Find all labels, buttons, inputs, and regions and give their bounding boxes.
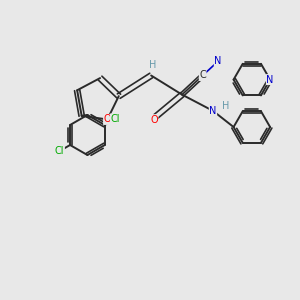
Text: N: N xyxy=(266,75,274,85)
Text: Cl: Cl xyxy=(55,146,64,156)
Text: C: C xyxy=(199,70,206,80)
Text: H: H xyxy=(222,100,229,110)
Text: O: O xyxy=(103,114,111,124)
Text: N: N xyxy=(209,106,217,116)
Text: Cl: Cl xyxy=(110,114,120,124)
Text: O: O xyxy=(150,115,158,125)
Text: N: N xyxy=(214,56,222,66)
Text: H: H xyxy=(149,60,156,70)
